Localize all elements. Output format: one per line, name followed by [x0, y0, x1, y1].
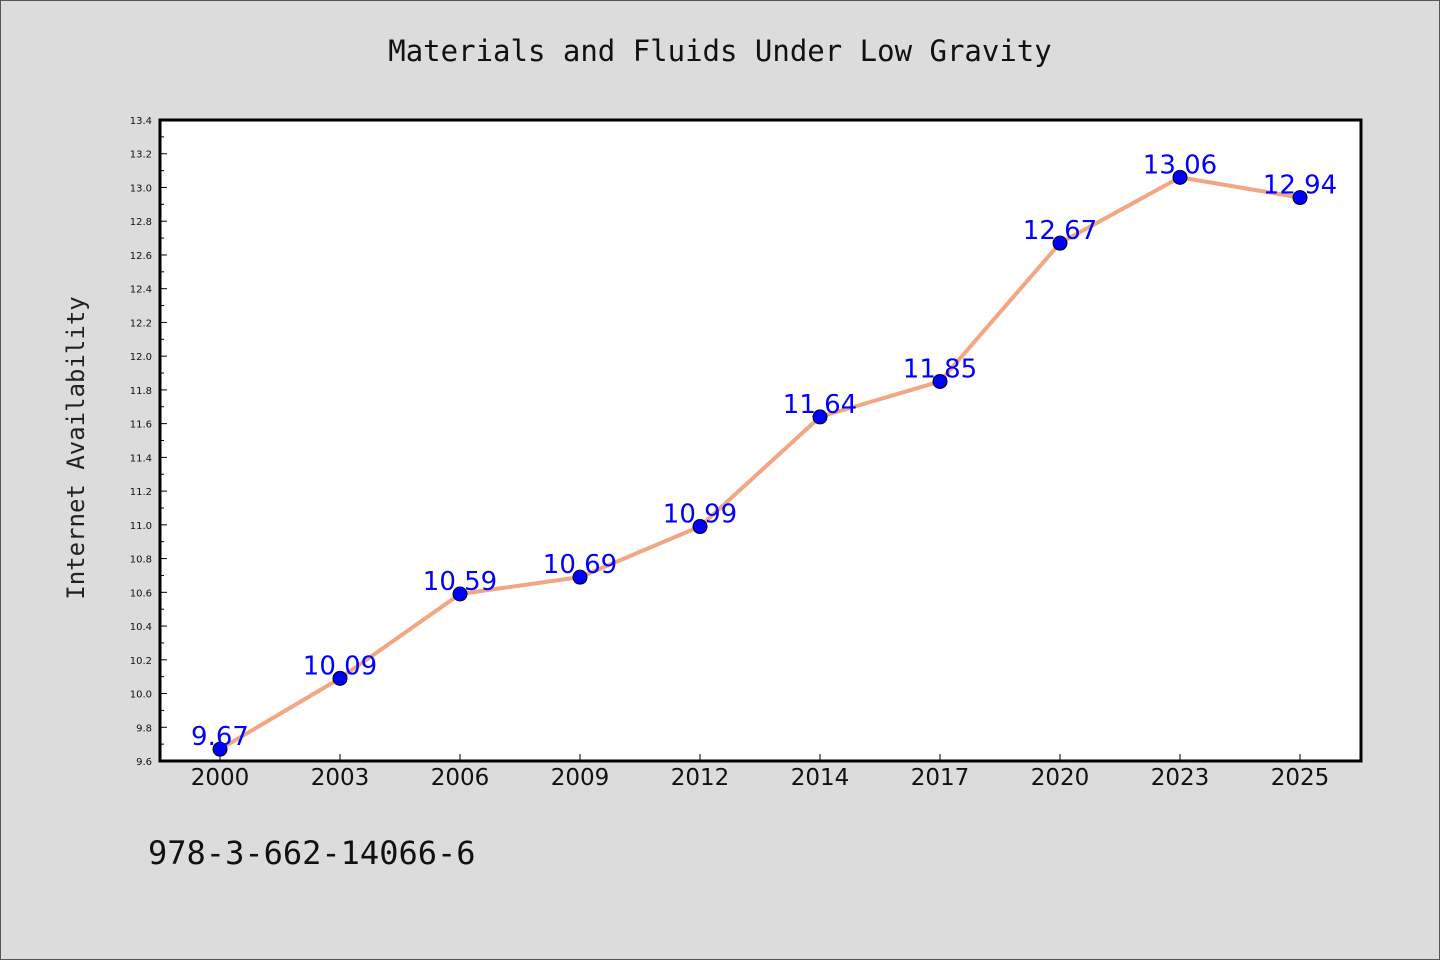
x-axis: 2000 2003 2006 2009 2012 2014 2017 2020 2023 2025 [191, 754, 1330, 791]
data-label: 10.99 [663, 500, 737, 530]
y-tick-label: 10.4 [130, 622, 152, 633]
chart-title: Materials and Fluids Under Low Gravity [388, 34, 1052, 68]
y-tick-label: 12.4 [130, 285, 152, 296]
y-tick-label: 12.8 [130, 217, 152, 228]
data-label: 13.06 [1143, 150, 1217, 180]
y-tick-label: 11.2 [130, 487, 152, 498]
x-tick-label: 2009 [551, 765, 610, 791]
data-label: 9.67 [191, 722, 249, 752]
x-tick-label: 2025 [1271, 765, 1330, 791]
data-point [692, 519, 708, 535]
plot-area [158, 118, 1363, 763]
series-layer [212, 169, 1308, 757]
data-label: 11.85 [903, 354, 977, 384]
data-point [1172, 169, 1188, 185]
y-tick-label: 9.8 [136, 723, 152, 734]
y-tick-label: 12.2 [130, 318, 152, 329]
y-tick-label: 11.0 [130, 521, 152, 532]
data-point [1052, 235, 1068, 251]
y-tick-label: 10.2 [130, 656, 152, 667]
x-tick-label: 2017 [911, 765, 970, 791]
y-tick-label: 13.0 [130, 183, 152, 194]
y-tick-label: 11.8 [130, 386, 152, 397]
data-point [212, 741, 228, 757]
x-tick-label: 2006 [431, 765, 490, 791]
y-tick-label: 9.6 [136, 757, 152, 768]
data-point [812, 409, 828, 425]
y-tick-label: 12.0 [130, 352, 152, 363]
data-point [932, 373, 948, 389]
data-point [332, 670, 348, 686]
x-tick-label: 2000 [191, 765, 250, 791]
data-labels-layer: 9.67 10.09 10.59 10.69 10.99 11.64 11.85 12.67 1… [191, 150, 1337, 752]
y-tick-label: 11.4 [130, 453, 152, 464]
x-tick-label: 2020 [1031, 765, 1090, 791]
x-tick-label: 2014 [791, 765, 850, 791]
data-label: 12.94 [1263, 171, 1337, 201]
isbn-code: 978-3-662-14066-6 [148, 834, 476, 872]
y-tick-label: 12.6 [130, 251, 152, 262]
data-label: 12.67 [1023, 216, 1097, 246]
series-line [218, 175, 1301, 751]
y-tick-label: 10.6 [130, 588, 152, 599]
y-tick-label: 13.2 [130, 150, 152, 161]
data-label: 11.64 [783, 390, 857, 420]
data-label: 10.69 [543, 550, 617, 580]
data-label: 10.09 [303, 651, 377, 681]
x-tick-label: 2003 [311, 765, 370, 791]
x-tick-label: 2023 [1151, 765, 1210, 791]
data-label: 10.59 [423, 567, 497, 597]
x-tick-label: 2012 [671, 765, 730, 791]
data-point [452, 586, 468, 602]
data-point [1292, 190, 1308, 206]
y-axis: 9.6 9.8 10.0 10.2 10.4 10.6 10.8 11.0 11.2 11.4 11… [130, 116, 167, 768]
y-tick-label: 11.6 [130, 420, 152, 431]
y-tick-label: 10.0 [130, 690, 152, 701]
y-tick-label: 10.8 [130, 555, 152, 566]
y-tick-label: 13.4 [130, 116, 152, 127]
data-point [572, 569, 588, 585]
